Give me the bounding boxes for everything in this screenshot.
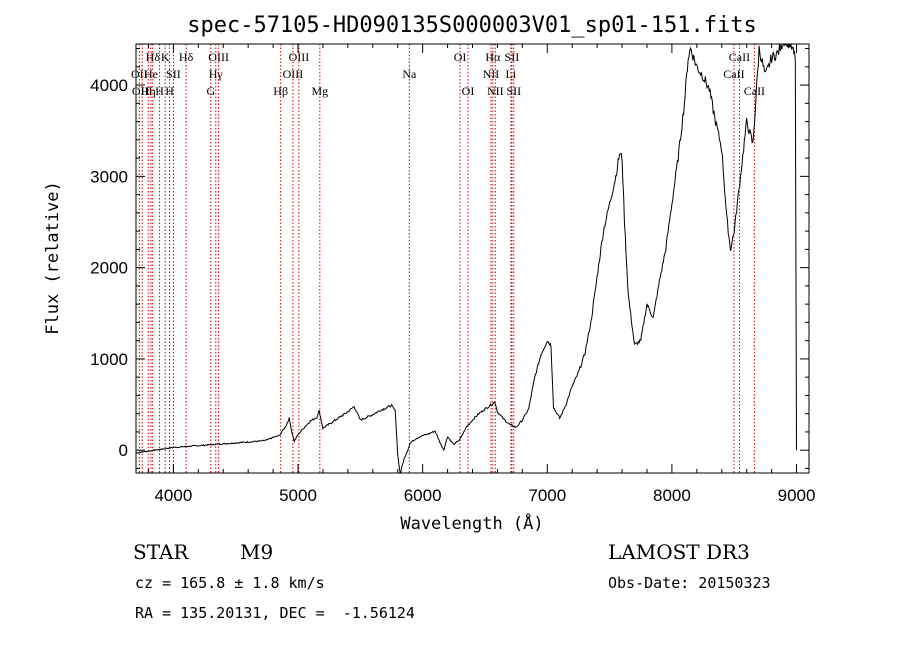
axis-ticks: 4000 5000 6000 7000 8000 9000 0 1000 2000 3000 400…: [90, 44, 815, 505]
x-tick-label: 5000: [279, 486, 317, 505]
object-class: STAR: [133, 540, 189, 564]
x-tick-label: 6000: [404, 486, 442, 505]
x-tick-label: 4000: [154, 486, 192, 505]
x-tick-label: 7000: [528, 486, 566, 505]
obs-date: Obs-Date: 20150323: [608, 574, 771, 592]
x-tick-label: 9000: [778, 486, 816, 505]
line-marker-label: NII: [483, 67, 500, 81]
y-tick-label: 0: [119, 441, 128, 460]
line-marker-label: CaII: [723, 67, 744, 81]
x-axis-label: Wavelength (Å): [400, 512, 543, 534]
line-marker-label: G: [206, 84, 215, 98]
line-marker-label: SII: [166, 67, 181, 81]
line-marker-label: CaII: [744, 84, 765, 98]
line-marker-label: H: [165, 84, 174, 98]
plot-frame: [135, 43, 810, 474]
y-tick-label: 1000: [90, 350, 128, 369]
line-marker-group: OIIOIIIHηHeHδHKHSIIHδGHγOIIIHβOIIIOIIIMg…: [131, 44, 765, 473]
y-tick-label: 4000: [90, 76, 128, 95]
line-marker-label: Mg: [311, 84, 328, 98]
line-marker-label: OIII: [283, 67, 304, 81]
line-marker-label: Hγ: [209, 67, 224, 81]
line-marker-label: H: [155, 84, 164, 98]
coordinates: RA = 135.20131, DEC = -1.56124: [135, 604, 415, 622]
line-marker-label: SII: [505, 50, 520, 64]
line-marker-label: NII: [487, 84, 504, 98]
line-marker-label: OIII: [289, 50, 310, 64]
line-marker-label: OI: [462, 84, 475, 98]
line-marker-label: Na: [402, 67, 417, 81]
line-marker-label: Li: [506, 67, 517, 81]
x-tick-label: 8000: [653, 486, 691, 505]
redshift-cz: cz = 165.8 ± 1.8 km/s: [135, 574, 325, 592]
line-marker-label: Hδ: [146, 50, 161, 64]
line-marker-label: OIII: [132, 84, 153, 98]
line-marker-label: Hη: [141, 84, 156, 98]
line-marker-label: He: [144, 67, 158, 81]
line-marker-label: Hβ: [273, 84, 288, 98]
line-marker-label: K: [161, 50, 170, 64]
chart-title: spec-57105-HD090135S000003V01_sp01-151.f…: [187, 13, 757, 38]
spectrum-line: [135, 43, 797, 475]
line-marker-label: OIII: [208, 50, 229, 64]
line-marker-label: Hδ: [179, 50, 194, 64]
line-marker-label: CaII: [729, 50, 750, 64]
survey-name: LAMOST DR3: [608, 540, 750, 564]
line-marker-label: Hα: [485, 50, 501, 64]
y-tick-label: 3000: [90, 167, 128, 186]
object-subclass: M9: [240, 540, 274, 564]
line-marker-label: OII: [131, 67, 148, 81]
line-marker-label: SII: [506, 84, 521, 98]
y-tick-label: 2000: [90, 259, 128, 278]
line-marker-label: OI: [454, 50, 467, 64]
y-axis-label: Flux (relative): [43, 181, 63, 335]
